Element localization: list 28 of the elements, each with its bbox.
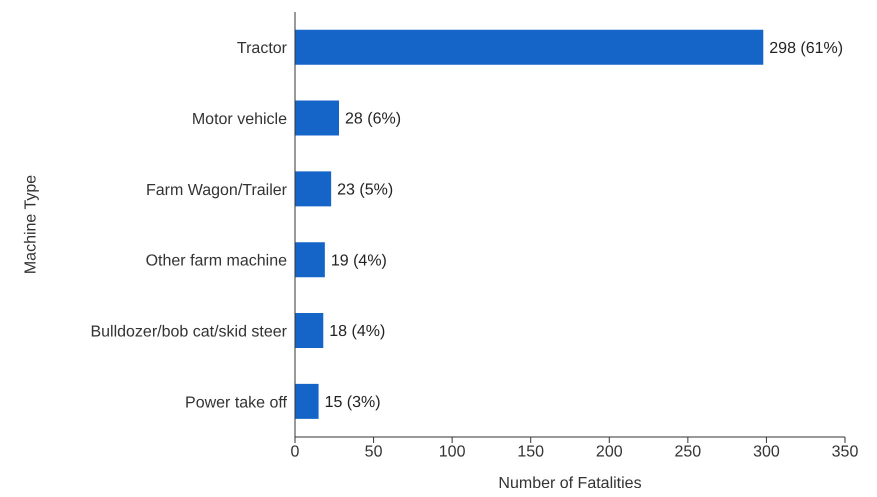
x-tick-label: 0 <box>290 443 300 460</box>
y-tick-label: Motor vehicle <box>192 110 288 128</box>
data-label: 15 (3%) <box>324 394 381 412</box>
bar <box>295 313 324 348</box>
y-axis-title: Machine Type <box>22 174 40 274</box>
x-tick-label: 50 <box>364 443 383 460</box>
data-label: 19 (4%) <box>330 252 387 270</box>
x-tick-label: 250 <box>674 443 702 460</box>
x-tick-label: 150 <box>517 443 544 460</box>
data-label: 28 (6%) <box>345 110 402 128</box>
y-tick-label: Farm Wagon/Trailer <box>146 182 288 199</box>
bar <box>295 171 332 206</box>
x-tick-label: 200 <box>596 443 623 460</box>
y-tick-label: Bulldozer/bob cat/skid steer <box>90 323 288 340</box>
data-label: 298 (61%) <box>769 40 844 57</box>
bar <box>295 30 764 65</box>
x-axis-title: Number of Fatalities <box>498 475 642 492</box>
y-tick-label: Other farm machine <box>146 252 288 270</box>
data-label: 18 (4%) <box>329 323 386 340</box>
x-tick-label: 350 <box>832 443 858 460</box>
x-tick-label: 300 <box>753 443 780 460</box>
y-tick-label: Power take off <box>185 394 288 412</box>
x-tick-label: 100 <box>438 443 466 460</box>
data-label: 23 (5%) <box>337 182 394 199</box>
bar <box>295 242 325 278</box>
bar <box>295 384 319 419</box>
bar <box>295 100 339 136</box>
y-tick-label: Tractor <box>236 40 288 58</box>
